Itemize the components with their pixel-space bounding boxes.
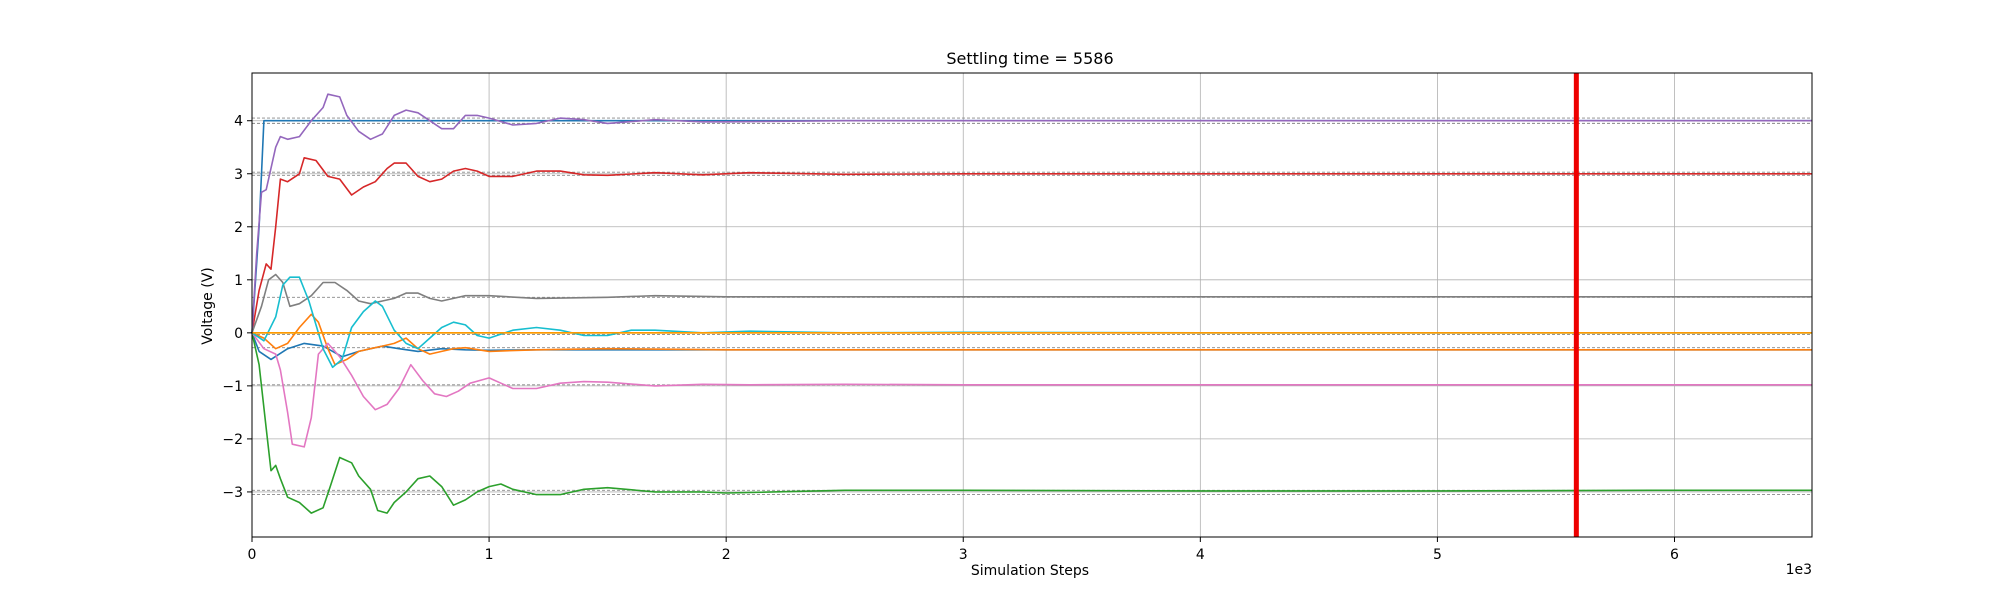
x-tick-label: 3 bbox=[959, 547, 968, 563]
x-tick-label: 2 bbox=[722, 547, 731, 563]
series-line-5 bbox=[251, 93, 1812, 333]
y-tick-label: 2 bbox=[234, 220, 243, 236]
y-tick-label: −3 bbox=[222, 485, 243, 501]
y-tick-label: 4 bbox=[234, 114, 243, 130]
y-tick-label: 0 bbox=[234, 326, 243, 342]
x-tick-label: 6 bbox=[1670, 547, 1679, 563]
x-axis-scale-label: 1e3 bbox=[1786, 562, 1812, 578]
y-tick-label: −1 bbox=[222, 379, 243, 395]
plot-frame bbox=[251, 72, 1813, 538]
series-line-7 bbox=[251, 273, 1812, 334]
x-tick-label: 0 bbox=[248, 547, 257, 563]
y-axis-label: Voltage (V) bbox=[200, 267, 216, 344]
y-tick-label: 1 bbox=[234, 273, 243, 289]
axis-ticks: 0 1 2 3 4 5 6 −3 −2 −1 0 1 2 3 4 bbox=[222, 114, 1679, 563]
x-tick-label: 4 bbox=[1196, 547, 1205, 563]
series-line-3 bbox=[251, 332, 1812, 514]
x-tick-label: 5 bbox=[1433, 547, 1442, 563]
x-tick-label: 1 bbox=[485, 547, 494, 563]
series-line-9 bbox=[251, 276, 1812, 369]
x-axis-label: Simulation Steps bbox=[971, 563, 1089, 579]
series-line-4 bbox=[251, 157, 1812, 333]
series-line-6 bbox=[251, 332, 1812, 448]
chart-title: Settling time = 5586 bbox=[946, 49, 1113, 68]
series-line-2 bbox=[251, 313, 1812, 366]
y-tick-label: −2 bbox=[222, 432, 243, 448]
series-group bbox=[251, 93, 1812, 514]
y-tick-label: 3 bbox=[234, 167, 243, 183]
